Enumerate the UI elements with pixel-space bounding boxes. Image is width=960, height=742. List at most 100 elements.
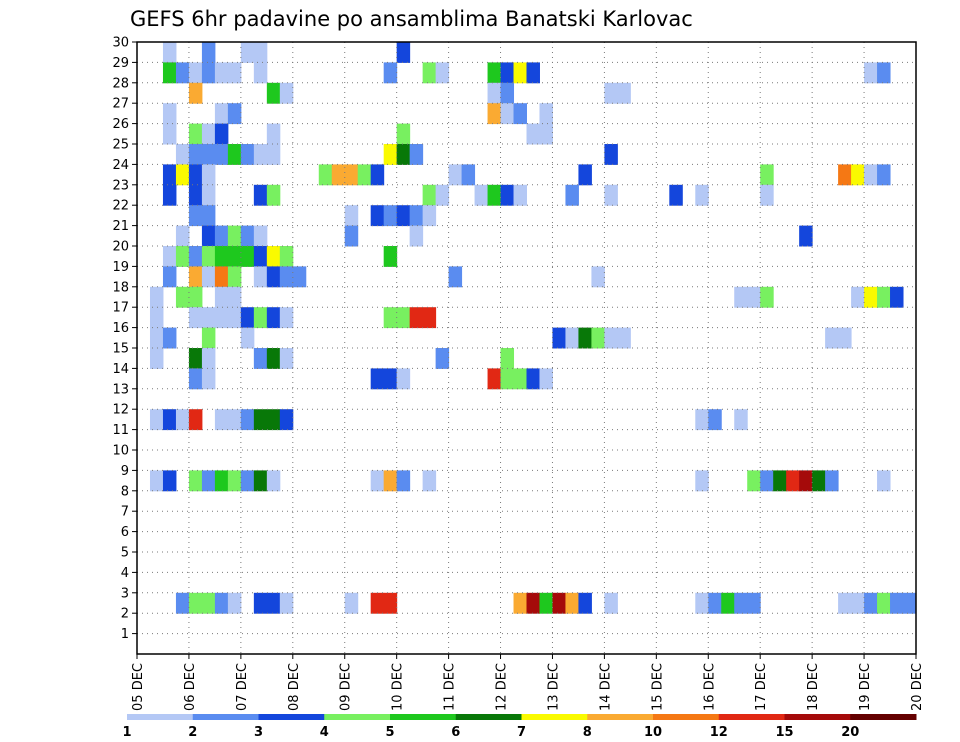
heatmap-cell [201,205,216,227]
heatmap-cell [344,205,359,227]
heatmap-cell [435,184,450,206]
heatmap-cell [240,225,255,247]
heatmap-cell [201,42,216,63]
heatmap-cell [669,184,683,206]
heatmap-cell [422,307,437,329]
heatmap-cell [162,470,177,492]
heatmap-cell [162,62,177,84]
heatmap-cell [565,184,579,206]
heatmap-cell [162,123,177,145]
colorbar-segment [850,714,917,720]
heatmap-cell [344,164,359,186]
y-tick-label: 21 [112,219,129,234]
heatmap-cell [266,82,281,104]
heatmap-cell [188,205,203,227]
heatmap-cell [240,307,255,329]
heatmap-cell [227,307,242,329]
heatmap-cell [227,246,242,267]
heatmap-cell [370,470,385,492]
heatmap-cell [227,470,242,492]
heatmap-cell [578,164,592,186]
heatmap-cell [864,62,878,84]
heatmap-cell [565,592,579,614]
heatmap-cell [396,470,411,492]
heatmap-cell [448,266,463,288]
heatmap-cell [279,307,294,329]
colorbar-segment [718,714,785,720]
heatmap-cells [149,42,917,614]
heatmap-cell [331,164,346,186]
heatmap-cell [279,246,294,267]
heatmap-cell [253,225,268,247]
heatmap-cell [188,123,203,145]
y-tick-label: 25 [112,138,129,153]
heatmap-cell [201,62,216,84]
x-tick-label: 17 DEC [754,663,769,711]
heatmap-cell [409,307,424,329]
x-tick-label: 12 DEC [495,663,510,711]
heatmap-cell [734,286,748,308]
y-tick-label: 6 [121,525,129,540]
heatmap-cell [162,184,177,206]
heatmap-cell [799,470,813,492]
heatmap-cell [812,470,826,492]
heatmap-cell [552,592,566,614]
heatmap-cell [396,42,411,63]
heatmap-cell [162,246,177,267]
heatmap-cell [162,409,177,431]
heatmap-cell [422,470,437,492]
heatmap-cell [708,592,722,614]
heatmap-cell [357,164,372,186]
heatmap-cell [162,103,177,125]
heatmap-cell [435,348,450,369]
heatmap-cell [422,62,437,84]
heatmap-cell [266,470,281,492]
heatmap-cell [227,409,242,431]
x-tick-label: 18 DEC [806,663,821,711]
heatmap-cell [188,62,203,84]
heatmap-cell [240,144,255,165]
heatmap-cell [240,470,255,492]
heatmap-cell [266,246,281,267]
y-tick-label: 27 [112,97,129,112]
heatmap-cell [162,42,177,63]
colorbar-label: 12 [710,725,728,740]
y-tick-label: 23 [112,178,129,193]
colorbar-segment [192,714,259,720]
heatmap-cell [240,409,255,431]
heatmap-cell [539,103,553,125]
heatmap-cell [513,368,527,390]
y-tick-label: 30 [112,36,129,51]
heatmap-cell [747,470,761,492]
heatmap-cell [253,184,268,206]
heatmap-cell [201,307,216,329]
y-tick-label: 19 [112,260,129,275]
heatmap-cell [760,286,774,308]
colorbar-segment [390,714,457,720]
x-tick-label: 19 DEC [858,663,873,711]
heatmap-cell [383,307,398,329]
y-tick-label: 24 [112,158,129,173]
heatmap-cell [175,592,190,614]
heatmap-cell [435,62,450,84]
heatmap-cell [266,184,281,206]
heatmap-cell [149,286,164,308]
heatmap-cell [695,470,709,492]
y-tick-label: 26 [112,117,129,132]
heatmap-cell [409,144,424,165]
y-tick-label: 7 [121,505,129,520]
heatmap-cell [201,123,216,145]
heatmap-cell [201,246,216,267]
colorbar-label: 20 [841,725,859,740]
heatmap-cell [162,327,177,349]
colorbar-segment [653,714,720,720]
heatmap-cell [266,592,281,614]
heatmap-cell [799,225,813,247]
heatmap-cell [253,409,268,431]
heatmap-cell [214,266,229,288]
heatmap-cell [214,225,229,247]
heatmap-cell [786,470,800,492]
heatmap-cell [266,266,281,288]
y-tick-label: 28 [112,76,129,91]
